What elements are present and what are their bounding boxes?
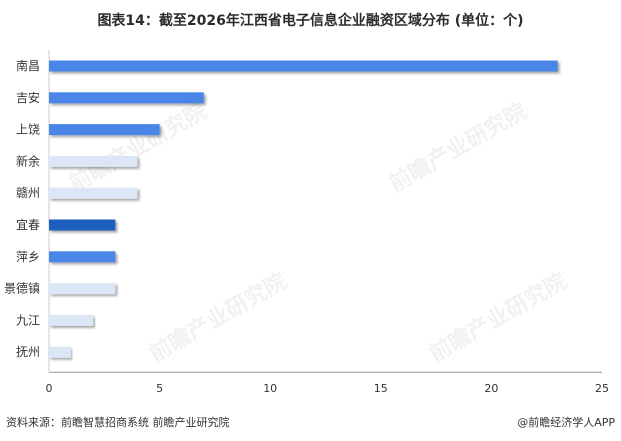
x-tick-label: 5 xyxy=(156,382,163,395)
category-label: 赣州 xyxy=(16,186,40,200)
category-label: 萍乡 xyxy=(16,250,40,264)
bar xyxy=(49,346,72,358)
category-label: 新余 xyxy=(16,153,40,168)
x-tick-label: 25 xyxy=(595,382,609,395)
category-label: 抚州 xyxy=(16,345,40,359)
bar xyxy=(49,219,116,231)
x-tick-label: 20 xyxy=(484,382,498,395)
x-tick-label: 0 xyxy=(46,382,53,395)
chart-title: 图表14：截至2026年江西省电子信息企业融资区域分布 (单位：个) xyxy=(97,13,524,29)
bar xyxy=(49,187,138,199)
category-label: 上饶 xyxy=(16,123,40,137)
x-tick-label: 15 xyxy=(374,382,388,395)
bar xyxy=(49,314,94,326)
category-label: 吉安 xyxy=(16,90,40,105)
brand-label: @前瞻经济学人APP xyxy=(517,416,615,429)
x-tick-label: 10 xyxy=(263,382,277,395)
bar xyxy=(49,155,138,167)
source-note: 资料来源：前瞻智慧招商系统 前瞻产业研究院 xyxy=(6,416,230,429)
bar xyxy=(49,60,558,72)
category-label: 景德镇 xyxy=(4,281,40,296)
bar xyxy=(49,251,116,263)
bar xyxy=(49,92,204,104)
category-label: 南昌 xyxy=(16,58,40,73)
bar xyxy=(49,283,116,295)
bar xyxy=(49,124,160,136)
category-label: 九江 xyxy=(16,313,40,327)
category-label: 宜春 xyxy=(16,217,40,232)
